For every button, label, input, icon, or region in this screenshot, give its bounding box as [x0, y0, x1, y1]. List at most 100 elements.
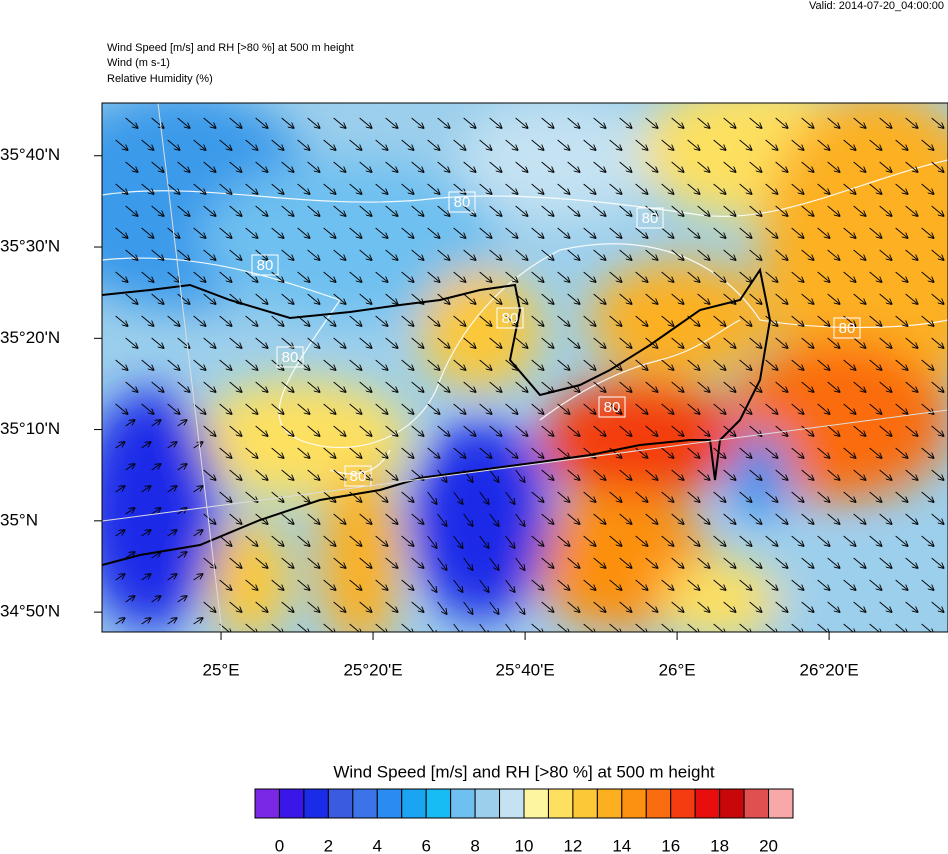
wind-arrow [115, 183, 128, 194]
wind-arrow [359, 249, 372, 260]
colorbar-swatch [376, 788, 403, 819]
wind-arrow [229, 601, 242, 612]
wind-arrow [515, 249, 528, 260]
wind-arrow [635, 227, 648, 238]
wind-arrow [193, 271, 206, 282]
wind-arrow [697, 117, 710, 128]
contour-label: 80 [642, 210, 659, 227]
wind-arrow [879, 205, 892, 216]
wind-arrow [843, 579, 856, 590]
wind-arrow [801, 249, 814, 260]
wind-arrow [817, 403, 830, 414]
wind-arrow [619, 469, 632, 480]
wind-arrow [219, 139, 232, 150]
wind-arrow [515, 557, 525, 570]
wind-arrow [687, 359, 700, 370]
wind-arrow [411, 601, 424, 612]
wind-arrow [791, 623, 804, 632]
wind-arrow [271, 359, 284, 370]
wind-arrow [349, 623, 362, 632]
wind-arrow [557, 579, 570, 590]
wind-arrow [635, 271, 648, 282]
wind-arrow [125, 420, 135, 427]
wind-arrow [879, 161, 892, 172]
wind-arrow [869, 447, 882, 458]
wind-arrow [713, 535, 726, 546]
wind-arrow [463, 513, 473, 526]
wind-arrow [687, 139, 700, 150]
wind-arrow [271, 491, 284, 502]
wind-arrow [349, 315, 362, 326]
wind-arrow [245, 359, 258, 370]
wind-arrow [843, 271, 856, 282]
wind-arrow [401, 579, 414, 590]
wind-arrow [437, 381, 450, 392]
wind-arrow [151, 249, 164, 260]
x-tick-label: 26°20'E [800, 660, 859, 679]
wind-arrow [375, 183, 388, 194]
wind-arrow [307, 117, 320, 128]
wind-arrow [739, 403, 752, 414]
wind-arrow [453, 491, 463, 504]
wind-arrow [141, 618, 151, 625]
wind-arrow [141, 315, 154, 326]
wind-arrow [489, 117, 502, 128]
wind-arrow [375, 447, 388, 458]
wind-arrow [645, 249, 658, 260]
wind-arrow [661, 227, 674, 238]
colorbar-tick-label: 4 [373, 836, 382, 854]
wind-arrow [635, 403, 648, 414]
colorbar-swatch [768, 788, 794, 819]
wind-arrow [359, 425, 372, 436]
wind-arrow [921, 491, 934, 502]
wind-arrow [619, 117, 632, 128]
wind-arrow [115, 403, 128, 414]
wind-arrow [661, 315, 674, 326]
wind-arrow [723, 249, 736, 260]
wind-arrow [479, 535, 489, 548]
wind-arrow [801, 557, 814, 568]
wind-arrow [489, 513, 499, 526]
wind-arrow [827, 425, 840, 436]
wind-arrow [177, 117, 190, 128]
wind-arrow [801, 205, 814, 216]
wind-arrow [739, 447, 752, 458]
wind-arrow [739, 271, 752, 282]
wind-arrow [359, 117, 372, 128]
wind-arrow [385, 117, 398, 128]
wind-arrow [323, 359, 336, 370]
wind-arrow [531, 535, 544, 546]
wind-arrow [921, 579, 934, 590]
wind-arrow [739, 535, 752, 546]
wind-arrow [931, 161, 944, 172]
wind-arrow [869, 227, 882, 238]
y-tick-label: 35°40'N [0, 145, 60, 164]
wind-arrow [489, 469, 499, 482]
wind-arrow [167, 574, 177, 581]
wind-arrow [843, 447, 856, 458]
wind-arrow [297, 227, 310, 238]
wind-arrow [765, 491, 778, 502]
wind-arrow [463, 205, 476, 216]
wind-arrow [879, 601, 892, 612]
wind-arrow [323, 271, 336, 282]
wind-arrow [125, 552, 135, 559]
wind-arrow [895, 535, 908, 546]
wind-arrow [437, 117, 450, 128]
wind-arrow [307, 161, 320, 172]
wind-arrow [723, 469, 736, 480]
wind-arrow [125, 249, 138, 260]
wind-arrow [739, 227, 752, 238]
wind-arrow [245, 315, 258, 326]
wind-arrow [739, 359, 752, 370]
wind-arrow [167, 486, 177, 493]
wind-arrow [635, 579, 648, 590]
wind-arrow [141, 271, 154, 282]
wind-arrow [453, 359, 466, 370]
wind-arrow [879, 337, 892, 348]
wind-arrow [661, 403, 674, 414]
wind-arrow [125, 508, 135, 515]
wind-arrow [817, 271, 830, 282]
wind-arrow [401, 359, 414, 370]
wind-arrow [567, 557, 580, 568]
